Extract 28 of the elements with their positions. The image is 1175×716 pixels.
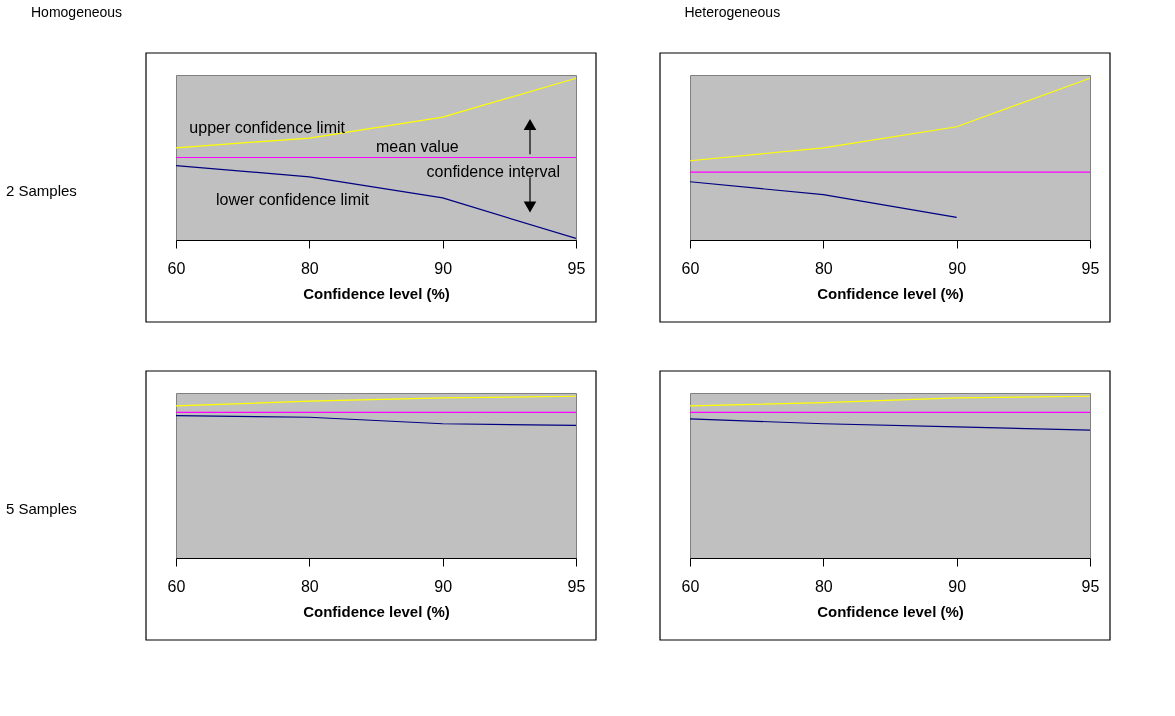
y-axis-title: 2 Samples bbox=[6, 181, 77, 199]
x-tick-label: 95 bbox=[1081, 259, 1100, 277]
x-tick-label: 60 bbox=[681, 577, 700, 595]
x-tick-label: 80 bbox=[300, 259, 319, 277]
x-tick-label: 95 bbox=[567, 259, 586, 277]
x-tick-label: 60 bbox=[167, 259, 186, 277]
x-tick-label: 80 bbox=[814, 577, 833, 595]
chart-title: Heterogeneous bbox=[684, 4, 781, 21]
x-axis-title: Confidence level (%) bbox=[817, 284, 964, 302]
x-tick-label: 90 bbox=[948, 259, 967, 277]
x-tick-label: 60 bbox=[167, 577, 186, 595]
x-tick-label: 60 bbox=[681, 259, 700, 277]
x-axis-title: Confidence level (%) bbox=[817, 602, 964, 620]
x-tick-label: 80 bbox=[300, 577, 319, 595]
series-label: upper confidence limit bbox=[189, 118, 346, 136]
x-tick-label: 80 bbox=[814, 259, 833, 277]
y-axis-title: 5 Samples bbox=[6, 499, 77, 517]
x-tick-label: 95 bbox=[567, 577, 586, 595]
x-tick-label: 90 bbox=[948, 577, 967, 595]
annotation: confidence interval bbox=[426, 162, 560, 180]
x-axis-title: Confidence level (%) bbox=[303, 284, 450, 302]
x-tick-label: 95 bbox=[1081, 577, 1100, 595]
series-label: lower confidence limit bbox=[216, 190, 370, 208]
x-axis-title: Confidence level (%) bbox=[303, 602, 450, 620]
x-tick-label: 90 bbox=[434, 577, 453, 595]
x-tick-label: 90 bbox=[434, 259, 453, 277]
series-label: mean value bbox=[376, 137, 459, 155]
chart-title: Homogeneous bbox=[31, 4, 123, 21]
